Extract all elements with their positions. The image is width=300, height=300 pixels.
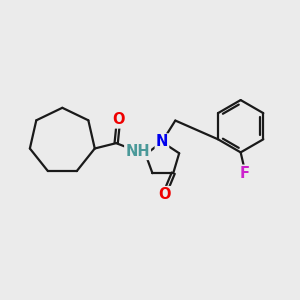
Text: NH: NH — [125, 144, 150, 159]
Text: O: O — [112, 112, 125, 128]
Text: F: F — [239, 166, 249, 181]
Text: N: N — [156, 134, 168, 149]
Text: O: O — [158, 187, 171, 202]
